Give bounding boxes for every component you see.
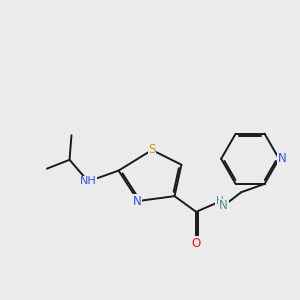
Text: N: N [219, 200, 228, 212]
Text: H: H [216, 196, 224, 206]
Text: N: N [133, 194, 142, 208]
Text: O: O [191, 237, 201, 250]
Text: N: N [278, 152, 286, 165]
Text: NH: NH [80, 176, 97, 186]
Text: S: S [148, 142, 156, 155]
